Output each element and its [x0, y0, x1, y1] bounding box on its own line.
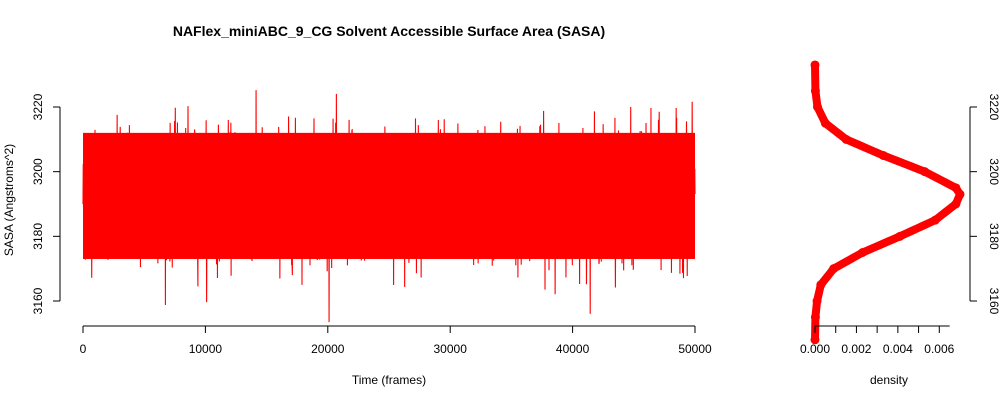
density-point [895, 231, 905, 241]
y-tick-label: 3160 [31, 287, 45, 314]
density-x-tick-label: 0.002 [841, 342, 871, 356]
density-x-tick-label: 0.004 [883, 342, 913, 356]
y-tick-label: 3180 [31, 223, 45, 250]
density-point [920, 167, 930, 177]
density-curve [810, 60, 965, 345]
density-point [951, 199, 961, 209]
sasa-dense-band [83, 132, 695, 259]
density-point [812, 296, 822, 306]
density-x-axis-label: density [870, 373, 908, 387]
y-axis: 3160 3180 3200 3220 [31, 93, 61, 314]
density-point [930, 215, 940, 225]
x-axis: 0 10000 20000 30000 40000 50000 [80, 325, 712, 356]
density-point [810, 60, 820, 70]
x-tick-label: 20000 [311, 342, 345, 356]
density-point [810, 335, 820, 345]
y-tick-label: 3200 [31, 158, 45, 185]
density-point [810, 86, 820, 96]
density-plot: 0.000 0.002 0.004 0.006 3160 3180 3200 3220 de… [800, 60, 1000, 387]
sasa-timeseries-plot: 0 10000 20000 30000 40000 50000 3160318032003… [2, 90, 712, 387]
x-tick-label: 30000 [434, 342, 468, 356]
density-y-tick-label: 3180 [987, 223, 1000, 250]
density-y-tick-label: 3220 [987, 94, 1000, 121]
sasa-series-line [82, 90, 696, 323]
density-point [841, 134, 851, 144]
density-point [955, 189, 965, 199]
density-point [858, 248, 868, 257]
x-tick-label: 10000 [189, 342, 223, 356]
chart-title: NAFlex_miniABC_9_CG Solvent Accessible S… [173, 23, 605, 39]
density-point [812, 102, 822, 112]
density-point [810, 312, 820, 322]
density-y-axis: 3160 3180 3200 3220 [969, 94, 1000, 315]
x-tick-label: 0 [80, 342, 87, 356]
density-y-tick-label: 3200 [987, 158, 1000, 185]
x-axis-label: Time (frames) [352, 373, 426, 387]
density-x-tick-label: 0.006 [924, 342, 954, 356]
density-point [820, 118, 830, 128]
density-y-tick-label: 3160 [987, 288, 1000, 315]
x-tick-label: 40000 [556, 342, 590, 356]
density-point [951, 183, 961, 193]
density-point [829, 264, 839, 274]
x-tick-label: 50000 [678, 342, 712, 356]
density-x-tick-label: 0.000 [800, 342, 830, 356]
density-x-axis: 0.000 0.002 0.004 0.006 [800, 325, 955, 356]
y-axis-label: SASA (Angstroms^2) [2, 144, 16, 256]
density-point [878, 151, 888, 160]
y-tick-label: 3220 [31, 93, 45, 120]
density-point [816, 280, 826, 290]
density-curve-path [811, 60, 964, 344]
